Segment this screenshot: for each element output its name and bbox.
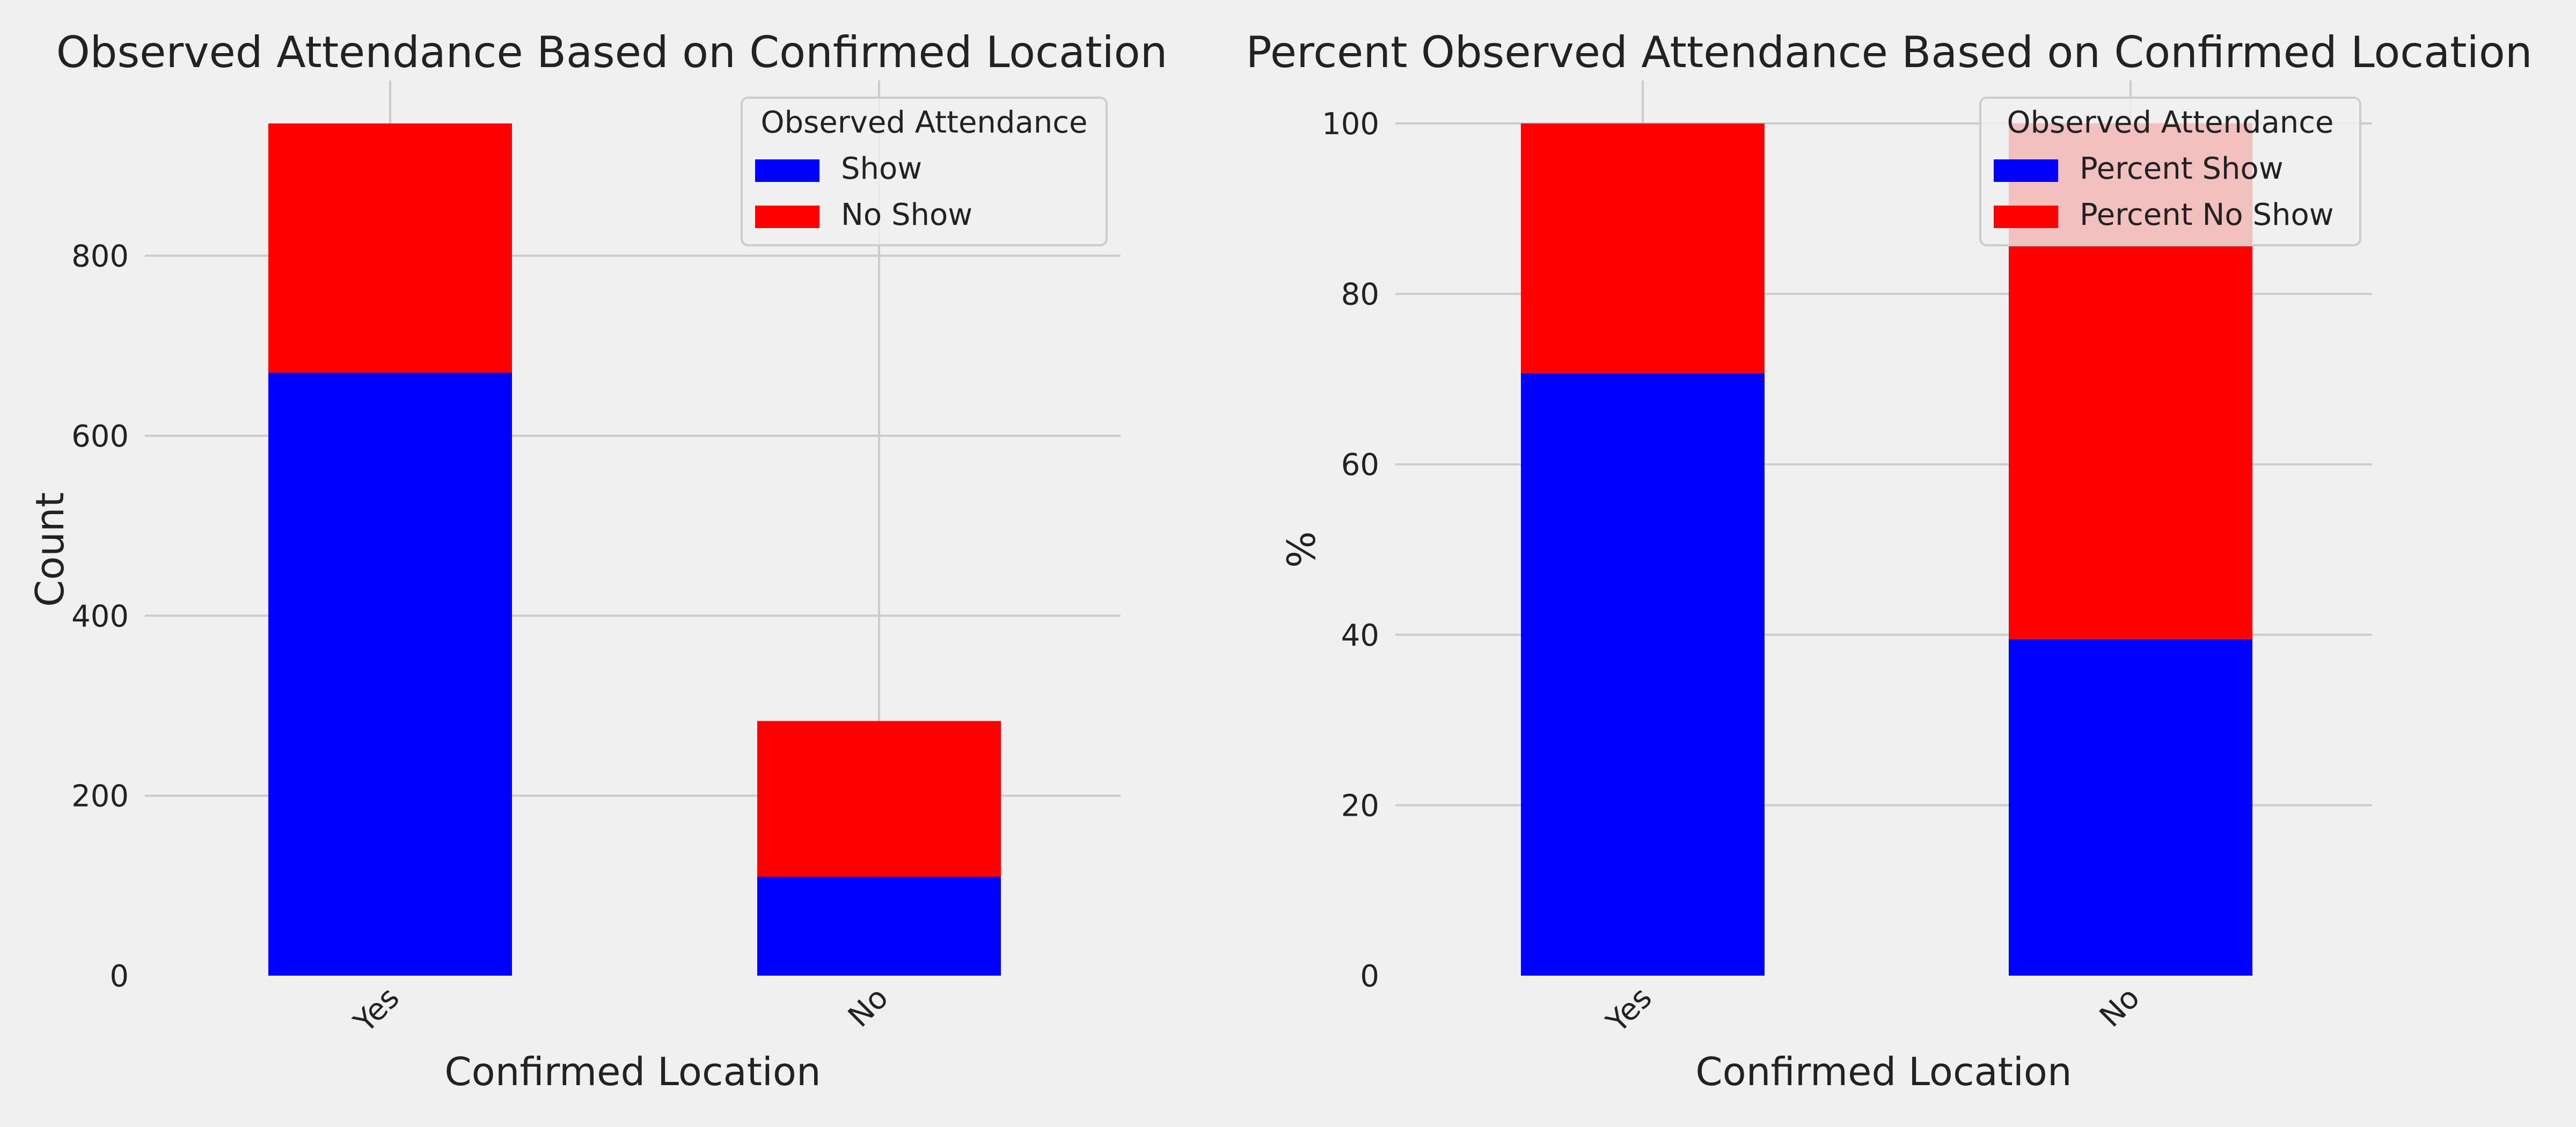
bar-yes-no-show: [268, 123, 512, 373]
legend-label: Percent Show: [2080, 151, 2284, 186]
y-axis-label: Count: [27, 492, 72, 607]
x-axis-label: Confirmed Location: [1695, 1049, 2072, 1094]
legend-title: Observed Attendance: [761, 105, 1088, 140]
y-tick-label: 20: [1341, 788, 1379, 823]
y-tick-label: 200: [71, 779, 129, 814]
y-tick-label: 800: [71, 239, 129, 274]
legend-swatch: [1994, 206, 2058, 228]
bar-no-no-show: [757, 721, 1001, 877]
y-tick-label: 600: [71, 419, 129, 454]
bar-yes-percent-no-show: [1521, 123, 1765, 374]
y-tick-label: 100: [1322, 107, 1379, 142]
chart-title: Percent Observed Attendance Based on Con…: [1246, 27, 2532, 77]
legend-swatch: [1994, 159, 2058, 182]
y-tick-label: 60: [1341, 448, 1379, 482]
legend-box: [741, 97, 1108, 246]
bar-no-percent-show: [2009, 639, 2252, 976]
y-tick-label: 80: [1341, 277, 1379, 312]
legend-swatch: [755, 159, 819, 182]
legend-swatch: [755, 206, 819, 228]
legend-label: Show: [841, 151, 922, 186]
y-axis-label: %: [1279, 531, 1324, 568]
y-tick-label: 400: [71, 599, 129, 634]
bar-no-show: [757, 876, 1001, 976]
legend-label: Percent No Show: [2080, 197, 2334, 232]
y-tick-label: 0: [109, 959, 129, 994]
y-tick-label: 40: [1341, 618, 1379, 653]
y-tick-label: 0: [1360, 959, 1379, 994]
x-axis-label: Confirmed Location: [444, 1049, 821, 1094]
legend-title: Observed Attendance: [2007, 105, 2334, 140]
legend-label: No Show: [841, 197, 972, 232]
bar-yes-show: [268, 372, 512, 976]
bar-yes-percent-show: [1521, 373, 1765, 976]
chart-title: Observed Attendance Based on Confirmed L…: [56, 27, 1168, 77]
legend-box: [1979, 97, 2361, 246]
